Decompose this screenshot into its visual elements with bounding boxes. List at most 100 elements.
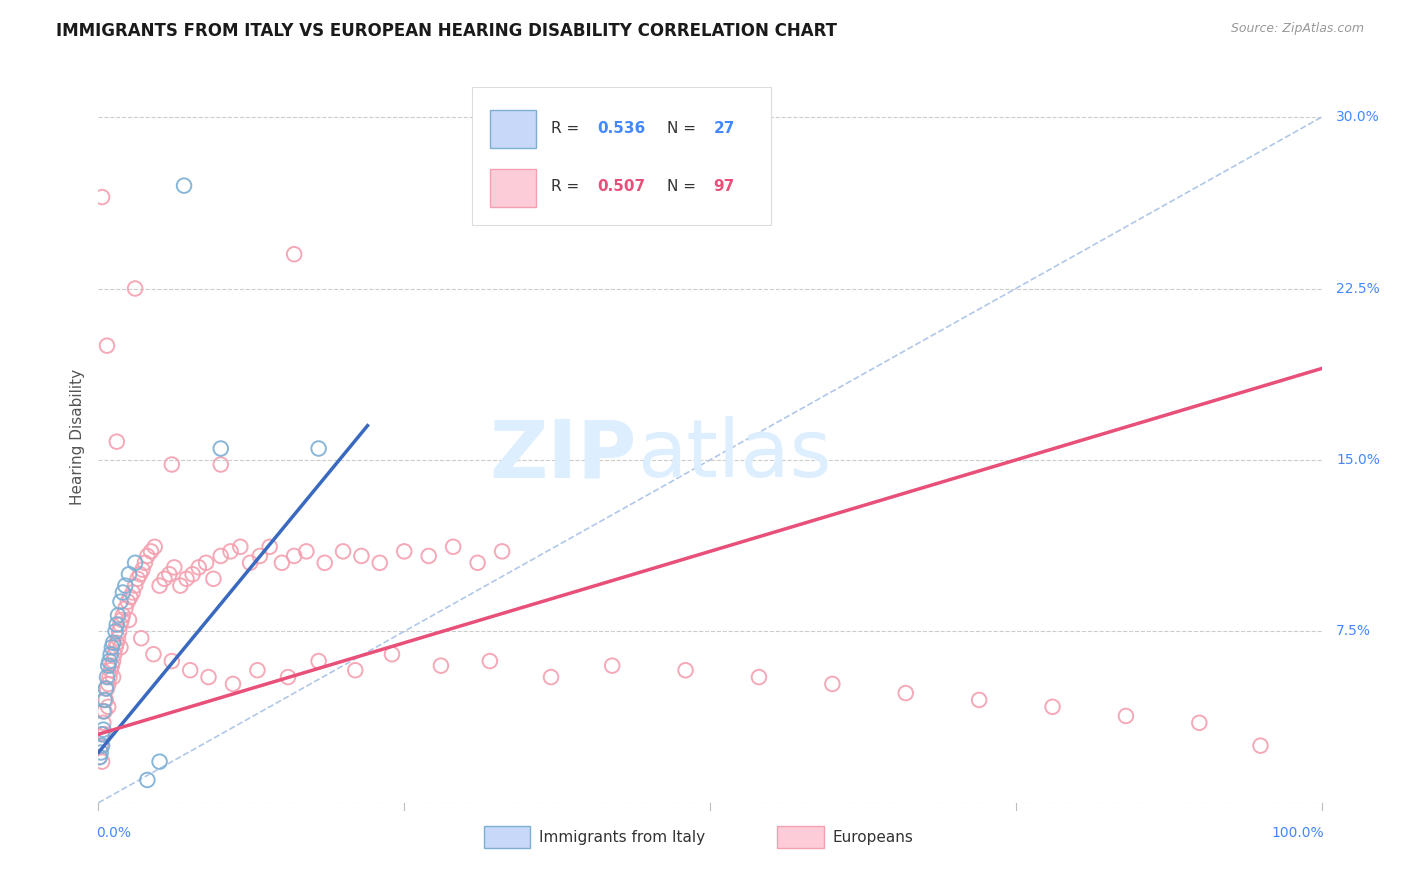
Point <box>100 663 122 677</box>
Point <box>169 579 191 593</box>
Text: R =: R = <box>551 179 583 194</box>
Point <box>1042 699 1064 714</box>
Point <box>143 540 166 554</box>
Point <box>136 772 159 787</box>
Point <box>277 670 299 684</box>
Point <box>100 647 122 661</box>
Point <box>89 750 111 764</box>
Point <box>283 247 305 261</box>
Point <box>96 670 118 684</box>
Point <box>1115 709 1137 723</box>
Point <box>121 585 143 599</box>
FancyBboxPatch shape <box>484 826 530 848</box>
Point <box>101 640 124 655</box>
Point <box>540 670 562 684</box>
Point <box>105 636 128 650</box>
Text: ZIP: ZIP <box>489 417 637 494</box>
Text: Source: ZipAtlas.com: Source: ZipAtlas.com <box>1230 22 1364 36</box>
Point <box>491 544 513 558</box>
Point <box>91 727 114 741</box>
Point <box>105 617 128 632</box>
Point <box>90 739 112 753</box>
FancyBboxPatch shape <box>489 169 536 207</box>
Point <box>173 178 195 193</box>
Point <box>97 658 120 673</box>
Text: 0.507: 0.507 <box>598 179 645 194</box>
Text: IMMIGRANTS FROM ITALY VS EUROPEAN HEARING DISABILITY CORRELATION CHART: IMMIGRANTS FROM ITALY VS EUROPEAN HEARIN… <box>56 22 837 40</box>
Point <box>308 442 330 456</box>
Point <box>1188 715 1211 730</box>
Point <box>239 556 262 570</box>
Point <box>149 755 172 769</box>
Point <box>101 670 124 684</box>
Point <box>91 715 114 730</box>
Point <box>209 549 232 563</box>
Point <box>381 647 404 661</box>
Point <box>91 705 114 719</box>
Point <box>441 540 464 554</box>
Text: R =: R = <box>551 121 583 136</box>
Point <box>124 556 146 570</box>
Point <box>93 727 115 741</box>
Point <box>94 693 117 707</box>
Point <box>197 670 219 684</box>
Point <box>149 579 172 593</box>
Point <box>295 544 318 558</box>
Text: 7.5%: 7.5% <box>1336 624 1371 639</box>
Text: N =: N = <box>668 179 702 194</box>
Point <box>332 544 354 558</box>
FancyBboxPatch shape <box>471 87 772 225</box>
Point <box>118 613 141 627</box>
Point <box>418 549 440 563</box>
FancyBboxPatch shape <box>778 826 824 848</box>
Point <box>94 681 117 696</box>
Point <box>153 572 176 586</box>
Text: 100.0%: 100.0% <box>1271 826 1324 840</box>
Text: Immigrants from Italy: Immigrants from Italy <box>538 830 704 845</box>
Point <box>110 617 132 632</box>
Point <box>124 579 146 593</box>
Point <box>136 549 159 563</box>
FancyBboxPatch shape <box>489 110 536 148</box>
Point <box>249 549 271 563</box>
Point <box>139 544 162 558</box>
Point <box>107 632 129 646</box>
Point <box>176 572 198 586</box>
Point <box>821 677 844 691</box>
Point <box>111 585 134 599</box>
Point <box>181 567 204 582</box>
Point <box>105 434 128 449</box>
Point <box>209 458 232 472</box>
Point <box>91 755 114 769</box>
Point <box>110 595 132 609</box>
Point <box>93 693 115 707</box>
Point <box>97 699 120 714</box>
Point <box>96 681 118 696</box>
Point <box>114 579 136 593</box>
Point <box>344 663 367 677</box>
Point <box>96 338 118 352</box>
Point <box>91 727 114 741</box>
Point <box>107 608 129 623</box>
Point <box>124 281 146 295</box>
Point <box>748 670 770 684</box>
Point <box>91 723 114 737</box>
Point <box>179 663 201 677</box>
Point <box>110 640 132 655</box>
Y-axis label: Hearing Disability: Hearing Disability <box>69 369 84 505</box>
Point <box>392 544 416 558</box>
Point <box>93 705 115 719</box>
Point <box>142 647 165 661</box>
Text: 97: 97 <box>714 179 735 194</box>
Point <box>430 658 453 673</box>
Point <box>967 693 990 707</box>
Point <box>195 556 218 570</box>
Text: 0.0%: 0.0% <box>96 826 131 840</box>
Point <box>129 632 152 646</box>
Point <box>101 636 124 650</box>
Point <box>131 563 153 577</box>
Point <box>314 556 336 570</box>
Point <box>283 549 305 563</box>
Point <box>160 458 183 472</box>
Text: atlas: atlas <box>637 417 831 494</box>
